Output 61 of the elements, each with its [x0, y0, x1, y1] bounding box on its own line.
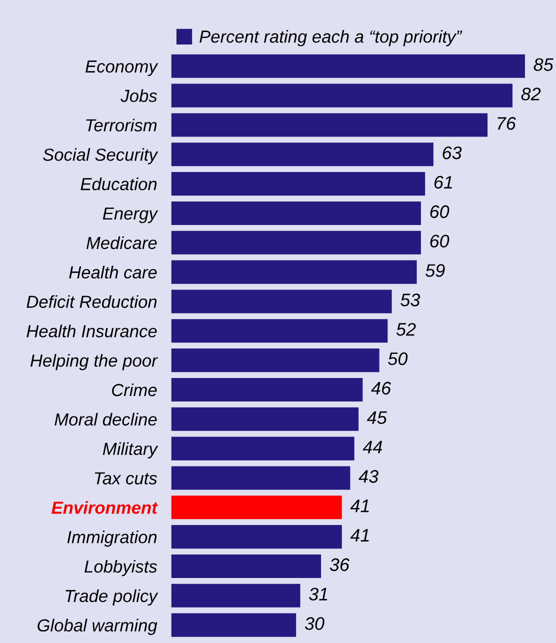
data-label: 36	[330, 558, 350, 572]
bar	[171, 230, 421, 254]
data-label: 43	[358, 470, 378, 483]
data-label: 30	[304, 617, 324, 630]
bar	[171, 54, 525, 78]
y-tick-label: Tax cuts	[94, 472, 158, 484]
bar	[171, 260, 417, 284]
bar	[171, 554, 322, 578]
y-tick-label: Environment	[52, 501, 158, 514]
y-tick-label: Military	[102, 442, 158, 458]
y-tick-label: Trade policy	[66, 589, 158, 606]
bar	[171, 466, 350, 490]
y-tick-label: Terrorism	[86, 118, 157, 132]
y-tick-label: Health care	[69, 266, 157, 279]
bar	[171, 84, 512, 108]
bar	[171, 201, 421, 225]
data-label: 60	[430, 234, 450, 248]
data-label: 61	[434, 176, 452, 189]
bar	[171, 378, 363, 402]
y-tick-label: Health Insurance	[26, 324, 157, 338]
y-tick-label: Economy	[86, 60, 158, 76]
y-tick-label: Deficit Reduction	[26, 295, 157, 308]
y-tick-label: Education	[80, 178, 157, 190]
bar	[171, 319, 388, 343]
y-tick-label: Social Security	[43, 148, 158, 164]
legend-label: Percent rating each a “top priority”	[200, 30, 462, 46]
data-label: 52	[396, 322, 416, 336]
y-tick-label: Energy	[102, 208, 158, 224]
data-label: 85	[534, 58, 554, 71]
bar	[171, 142, 434, 166]
bar	[171, 436, 354, 460]
bar	[171, 407, 359, 431]
bar	[171, 290, 392, 314]
data-label: 53	[400, 294, 420, 306]
y-tick-label: Lobbyists	[84, 560, 158, 576]
y-tick-label: Moral decline	[54, 412, 157, 426]
data-label: 44	[362, 440, 382, 454]
bar	[171, 525, 342, 549]
y-tick-label: Global warming	[38, 618, 158, 635]
data-label: 76	[498, 117, 516, 130]
y-tick-label: Crime	[112, 383, 157, 396]
y-tick-label: Medicare	[86, 236, 157, 250]
data-label: 63	[442, 146, 462, 160]
bar	[171, 584, 300, 608]
y-tick-label: Helping the poor	[30, 354, 158, 370]
bar	[171, 613, 296, 637]
data-label: 31	[309, 588, 328, 601]
data-label: 45	[366, 411, 387, 424]
bar	[171, 348, 380, 372]
data-label: 50	[388, 352, 408, 366]
data-label: 46	[371, 382, 392, 395]
bar	[171, 496, 342, 520]
data-label: 60	[430, 205, 450, 218]
data-label: 59	[426, 264, 445, 277]
y-tick-label: Jobs	[120, 89, 158, 102]
y-tick-label: Immigration	[67, 530, 157, 547]
bar	[171, 172, 426, 196]
data-label: 82	[521, 88, 541, 100]
bar	[171, 113, 488, 137]
data-label: 41	[350, 500, 369, 512]
data-label: 41	[350, 529, 369, 542]
